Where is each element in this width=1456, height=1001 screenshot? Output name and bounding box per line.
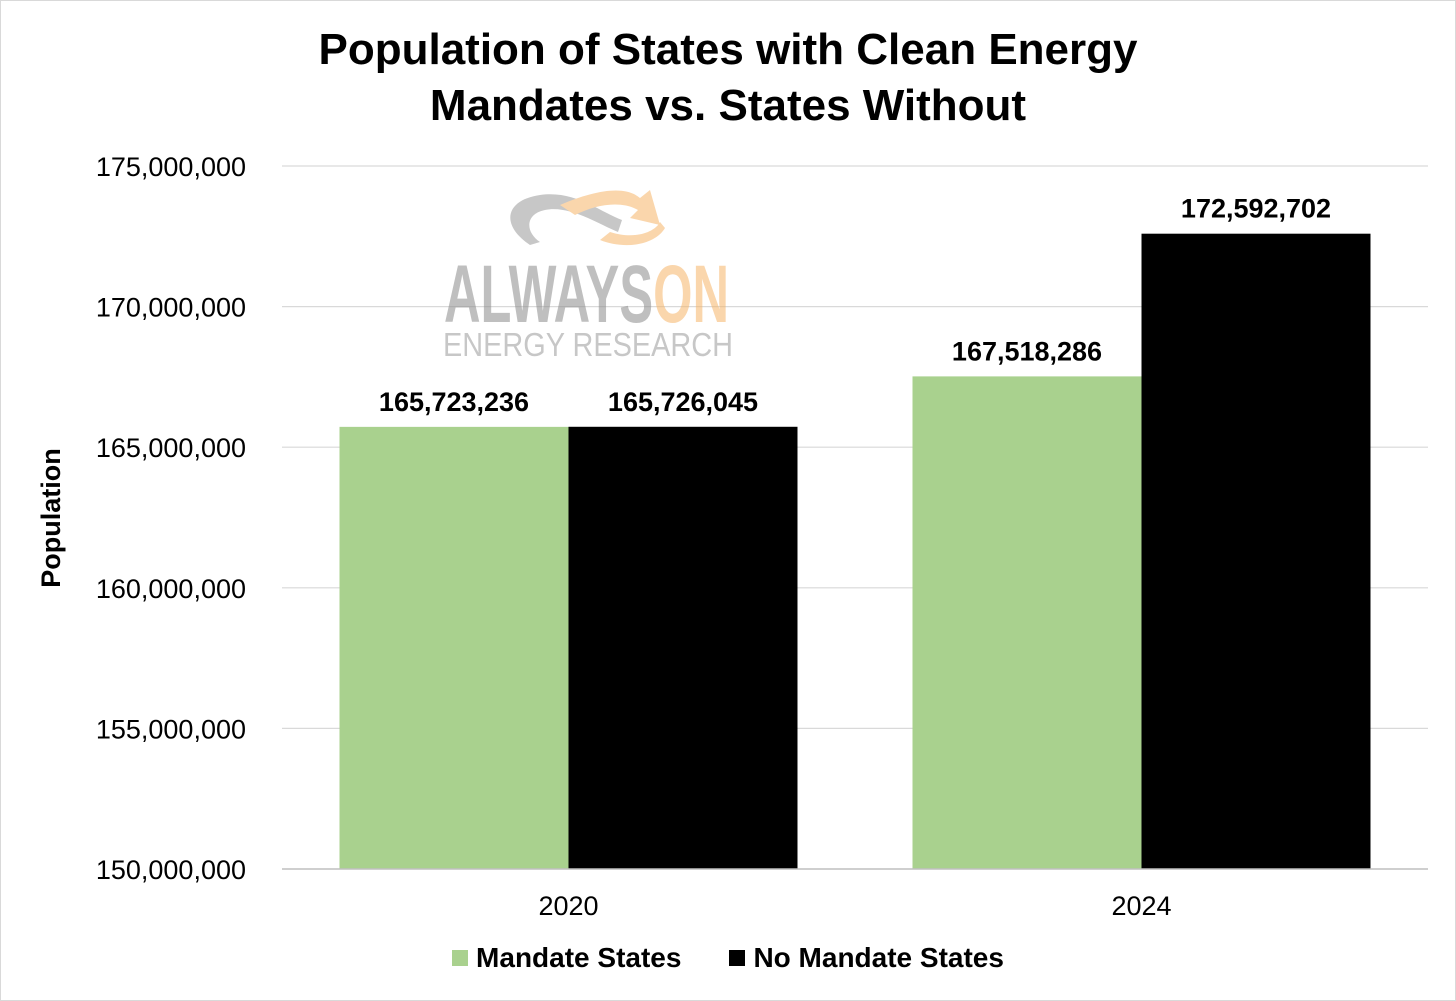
y-axis-tick-labels: 150,000,000 155,000,000 160,000,000 165,000…	[96, 152, 246, 885]
logo-subtitle: ENERGY RESEARCH	[443, 326, 733, 363]
logo-wordmark: ALWAYSON	[444, 249, 729, 340]
bar-data-label: 167,518,286	[952, 336, 1102, 366]
bar-data-label: 165,726,045	[608, 387, 758, 417]
y-tick-label: 150,000,000	[96, 855, 246, 885]
bar-data-labels: 165,723,236 165,726,045 167,518,286 172,592…	[379, 194, 1331, 417]
y-tick-label: 175,000,000	[96, 152, 246, 182]
bar-no-mandate-states-2024	[1141, 233, 1371, 869]
legend: Mandate States No Mandate States	[0, 942, 1456, 974]
chart-title-line-2: Mandates vs. States Without	[429, 81, 1027, 130]
legend-swatch-mandate-states	[452, 950, 469, 966]
chart-title-line-1: Population of States with Clean Energy	[318, 25, 1138, 74]
bar-mandate-states-2020	[339, 426, 569, 869]
x-tick-label: 2020	[538, 891, 598, 921]
y-tick-label: 170,000,000	[96, 293, 246, 323]
legend-label-no-mandate-states: No Mandate States	[753, 942, 1004, 973]
legend-item-no-mandate-states: No Mandate States	[729, 942, 1004, 974]
x-axis-tick-labels: 2020 2024	[538, 891, 1171, 921]
y-axis-label: Population	[36, 448, 66, 587]
logo-arrow-orange-icon	[560, 190, 665, 246]
bars	[339, 233, 1371, 869]
chart-title: Population of States with Clean Energy M…	[0, 22, 1456, 134]
y-tick-label: 155,000,000	[96, 714, 246, 744]
legend-label-mandate-states: Mandate States	[476, 942, 682, 973]
alwayson-logo-watermark: ALWAYSON ENERGY RESEARCH	[443, 190, 733, 363]
bar-no-mandate-states-2020	[568, 426, 798, 869]
legend-swatch-no-mandate-states	[729, 950, 746, 966]
y-tick-label: 165,000,000	[96, 433, 246, 463]
x-tick-label: 2024	[1111, 891, 1171, 921]
bar-data-label: 165,723,236	[379, 387, 529, 417]
y-tick-label: 160,000,000	[96, 574, 246, 604]
bar-mandate-states-2024	[912, 376, 1142, 869]
legend-item-mandate-states: Mandate States	[452, 942, 681, 974]
bar-data-label: 172,592,702	[1181, 194, 1331, 224]
